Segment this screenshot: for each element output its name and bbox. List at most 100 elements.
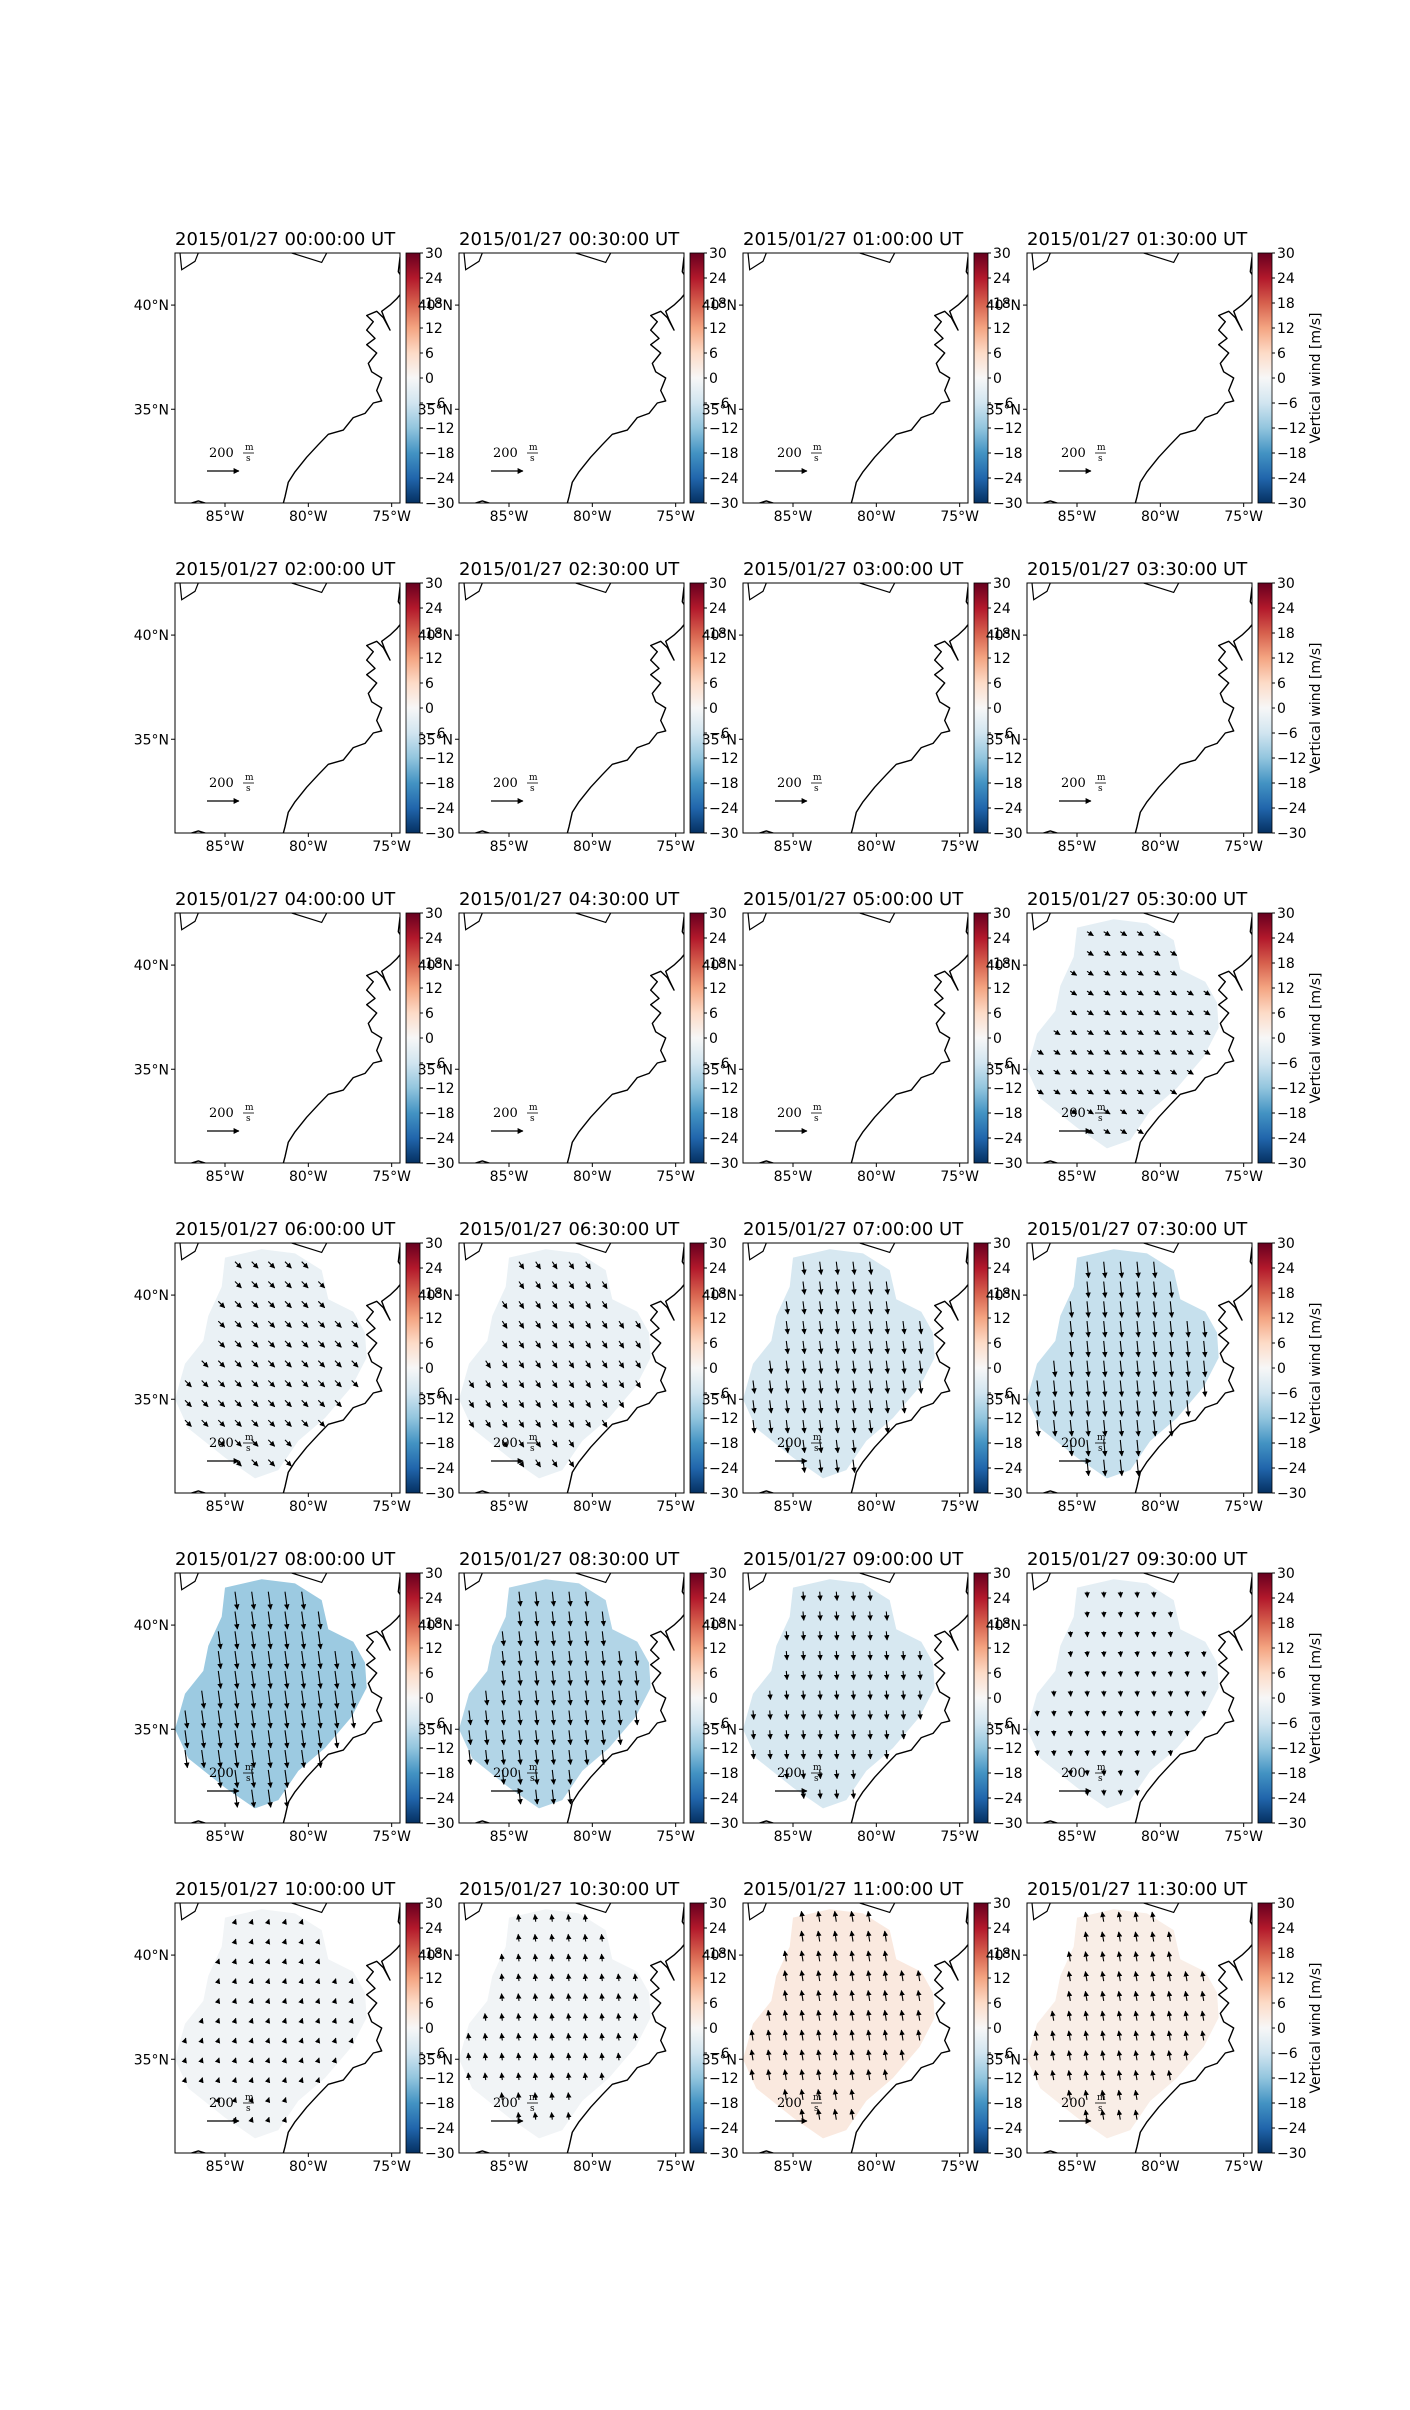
wind-vector (348, 1997, 354, 2005)
map-background (459, 583, 684, 833)
colorbar-tick-label: 30 (709, 1566, 727, 1582)
wind-vector (800, 1730, 807, 1740)
wind-vector (251, 1399, 259, 1408)
lon-tick-label: 75°W (372, 839, 411, 855)
wind-vector (317, 1399, 326, 1408)
colorbar-tick-label: −6 (993, 2046, 1014, 2062)
colorbar-tick-label: 6 (1277, 1006, 1286, 1022)
map-background (1027, 253, 1252, 503)
wind-vector (782, 2009, 789, 2021)
colorbar-tick-label: 24 (993, 601, 1011, 617)
wind-vector (782, 1950, 789, 1962)
wind-vector (1067, 1690, 1074, 1697)
wind-vector (867, 1281, 874, 1295)
wind-vector (1117, 1710, 1124, 1717)
colorbar-tick-label: 0 (709, 1691, 718, 1707)
wind-vector (251, 1360, 259, 1368)
wind-vector (534, 1690, 540, 1706)
colorbar-tick-label: 18 (709, 956, 727, 972)
wind-vector (1170, 1049, 1178, 1055)
wind-vector (634, 1651, 640, 1667)
coastline (189, 586, 400, 833)
wind-vector (1153, 970, 1161, 976)
wind-vector (535, 1340, 541, 1349)
wind-vector (867, 1651, 873, 1661)
wind-vector (1185, 1321, 1191, 1338)
colorbar-tick-label: 12 (425, 321, 443, 337)
colorbar-tick-label: −6 (425, 2046, 446, 2062)
wind-vector (1066, 1970, 1073, 1982)
wind-vector (1136, 1128, 1144, 1135)
wind-vector (231, 2077, 237, 2084)
wind-vector (1167, 1730, 1174, 1737)
lon-tick-label: 80°W (1141, 1829, 1180, 1845)
wind-vector (1083, 1990, 1089, 2001)
wind-vector (899, 1970, 905, 1982)
wind-vector (284, 1730, 290, 1749)
wind-vector (532, 1993, 539, 2001)
wind-vector (534, 1750, 540, 1766)
wind-vector (1118, 1439, 1125, 1457)
wind-vector (267, 1611, 273, 1630)
wind-vector (849, 2009, 855, 2021)
lon-tick-label: 75°W (940, 509, 979, 525)
colorbar-tick-label: −6 (709, 1056, 730, 1072)
wind-vector (867, 1591, 873, 1602)
wind-vector (217, 1320, 226, 1328)
colorbar-tick-label: −12 (425, 1411, 455, 1427)
wind-vector (1053, 1089, 1061, 1095)
wind-vector (250, 1750, 257, 1769)
wind-vector (799, 1950, 805, 1962)
colorbar (689, 582, 705, 834)
wind-vector (867, 1730, 873, 1740)
wind-vector (1152, 1281, 1158, 1299)
wind-vector (1034, 1750, 1040, 1757)
coastline-lake-michigan (463, 253, 483, 271)
wind-vector (1134, 1690, 1140, 1697)
colorbar-tick-label: 12 (993, 651, 1011, 667)
lat-tick-label: 35°N (986, 732, 1021, 748)
wind-vector (200, 1710, 207, 1729)
colorbar-tick-label: −18 (1277, 776, 1307, 792)
lat-tick-label: 40°N (134, 1948, 169, 1964)
wind-vector (518, 1439, 525, 1448)
wind-vector (799, 2088, 805, 2100)
wind-vector (1083, 2030, 1089, 2041)
coastline-lake-erie (859, 1243, 896, 1254)
colorbar-tick-label: −12 (993, 1081, 1023, 1097)
lat-tick-label: 35°N (134, 1392, 169, 1408)
quiver-key-unit-num: m (1097, 2093, 1106, 2103)
wind-vector (516, 2072, 522, 2081)
wind-vector (817, 1591, 823, 1602)
wind-vector (832, 2108, 839, 2120)
lon-tick-label: 80°W (857, 1499, 896, 1515)
map-background (175, 583, 400, 833)
wind-vector (884, 1321, 891, 1335)
wind-vector (767, 1420, 774, 1434)
wind-vector (832, 1950, 839, 1962)
colorbar-tick-label: 18 (1277, 1286, 1295, 1302)
wind-vector (599, 2032, 605, 2041)
wind-vector (567, 1710, 573, 1726)
colorbar-tick-label: 24 (993, 1261, 1011, 1277)
colorbar-tick-label: 30 (425, 1236, 443, 1252)
map-background (175, 253, 400, 503)
wind-vector (532, 2012, 539, 2021)
wind-vector (518, 1300, 525, 1309)
wind-vector (1202, 1360, 1208, 1378)
wind-vector (298, 2037, 304, 2044)
wind-vector (1170, 950, 1178, 956)
wind-vector (833, 1591, 840, 1602)
colorbar-tick-label: −18 (425, 446, 455, 462)
wind-vector (834, 1301, 841, 1315)
colorbar-tick-label: 24 (993, 931, 1011, 947)
wind-vector (584, 1750, 590, 1766)
wind-vector (1116, 2050, 1123, 2061)
lon-tick-label: 80°W (1141, 2159, 1180, 2175)
colorbar (973, 582, 989, 834)
wind-vector (535, 1439, 541, 1448)
wind-vector (267, 1320, 276, 1328)
wind-vector (1100, 2069, 1106, 2081)
colorbar-tick-label: 12 (1277, 1311, 1295, 1327)
colorbar-label: Vertical wind [m/s] (1308, 1633, 1324, 1764)
